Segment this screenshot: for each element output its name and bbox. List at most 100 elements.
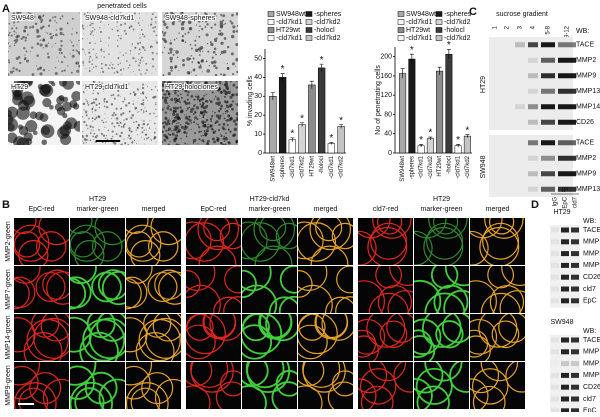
texture [40,26,43,30]
blot-band [571,274,579,280]
texture [27,33,29,36]
cell [489,284,525,313]
blot-band [551,274,559,280]
texture [116,70,118,73]
texture [133,121,135,124]
texture [216,136,218,139]
texture [223,95,226,98]
texture [118,12,120,14]
x-tick-label: SW948wt [270,156,276,182]
cell [470,318,498,355]
texture [236,113,238,116]
x-tick-label: HT29wt [437,156,443,177]
texture [153,30,156,33]
error-bar [300,122,305,127]
texture [174,135,176,137]
texture [151,58,155,61]
texture [94,118,97,121]
micrograph [70,266,125,313]
texture [176,88,179,92]
texture [162,108,164,111]
blot-label: TACE [583,337,600,344]
blot-band [551,349,559,355]
texture [19,61,22,65]
blot-band [561,274,569,280]
cell [377,284,413,313]
texture [155,104,157,106]
texture [140,70,142,72]
blot-label: MMP2 [583,250,600,257]
texture [107,83,110,86]
texture [82,27,85,30]
texture [24,18,27,21]
cell [372,218,412,239]
texture [214,83,218,87]
texture [214,112,216,114]
blot-label: MMP9 [576,73,596,80]
texture [140,52,141,54]
y-axis-label: No of penetrating cells [375,65,382,135]
texture [199,50,202,53]
texture [24,39,27,42]
texture [136,101,138,103]
blot-label: EpC [583,298,597,305]
texture [214,23,217,26]
texture [190,81,193,85]
texture [236,25,238,28]
texture [177,94,180,97]
texture [142,112,144,114]
cell [368,362,407,382]
cell [449,362,469,393]
cell [91,271,122,303]
texture [86,138,88,141]
texture [120,12,122,14]
texture [118,15,120,17]
texture [194,116,197,119]
texture [116,119,118,121]
texture [162,125,166,128]
blot-label: EpC [583,408,597,412]
legend-swatch [305,19,313,25]
texture [132,103,135,105]
cell [147,271,178,303]
texture [52,34,55,37]
texture [155,68,157,70]
blot-band [571,372,579,378]
blot-band [558,140,576,146]
blot-bg [489,135,573,197]
texture [218,123,221,126]
legend-swatch [267,35,275,41]
texture [211,83,213,86]
texture [75,61,80,65]
texture [186,71,191,75]
texture [119,134,122,138]
texture [123,98,126,101]
texture [176,122,178,125]
error-bar [419,144,424,148]
texture [31,13,33,15]
texture [150,62,152,64]
row-label: MMP14-green [5,315,12,359]
texture [165,122,169,126]
texture [99,30,103,33]
texture [147,136,150,139]
blot-label: TACE [576,140,594,147]
texture [215,120,219,123]
texture [59,133,72,145]
texture [223,140,226,142]
texture [137,97,139,99]
texture [90,129,92,131]
texture [61,70,64,73]
texture [186,133,188,135]
texture [210,61,214,65]
texture [185,135,188,138]
texture [108,53,110,55]
texture [150,88,153,91]
texture [92,59,94,61]
texture [198,85,201,88]
texture [8,42,10,45]
texture [87,127,89,130]
texture [90,30,91,32]
texture [92,92,94,94]
texture [95,56,98,59]
